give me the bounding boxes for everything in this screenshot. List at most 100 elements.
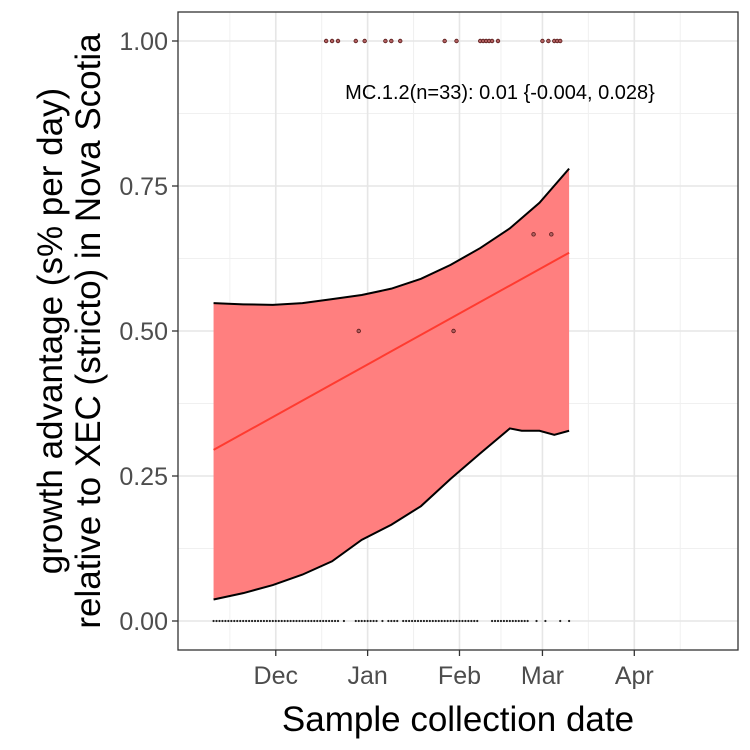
x-axis-title: Sample collection date [282, 700, 634, 739]
y-tick-label: 1.00 [119, 28, 168, 56]
zero-observation-point [511, 619, 514, 623]
zero-observation-point [467, 619, 470, 623]
y-tick-label: 0.00 [119, 608, 168, 636]
zero-observation-point [387, 619, 390, 623]
zero-observation-point [405, 619, 408, 623]
y-tick-label: 0.25 [119, 463, 168, 491]
zero-observation-point [416, 619, 420, 623]
zero-observation-point [250, 619, 254, 623]
zero-observation-point [253, 619, 257, 623]
zero-observation-point [215, 619, 218, 623]
zero-observation-point [360, 619, 363, 623]
zero-observation-point [446, 619, 449, 623]
zero-observation-point [298, 619, 301, 623]
observation-point [362, 38, 367, 44]
zero-observation-point [280, 619, 283, 623]
zero-observation-point [366, 619, 369, 623]
zero-observation-point [283, 619, 286, 623]
zero-observation-point [514, 619, 517, 623]
zero-observation-point [289, 619, 292, 623]
zero-observation-point [369, 619, 372, 623]
zero-observation-point [443, 619, 446, 623]
fit-line [213, 251, 570, 451]
zero-observation-point [517, 619, 520, 623]
y-tick-label: 0.75 [119, 173, 168, 201]
zero-observation-point [428, 619, 431, 623]
zero-observation-point [322, 619, 325, 623]
zero-observation-point [307, 619, 310, 623]
lower-ci-line [213, 427, 570, 601]
zero-observation-point [493, 619, 497, 623]
observation-point [489, 38, 495, 44]
zero-observation-point [410, 619, 414, 623]
zero-observation-point [434, 619, 437, 623]
zero-observation-point [212, 619, 215, 623]
observation-point [558, 38, 563, 44]
zero-observation-point [393, 619, 396, 623]
observation-point [353, 38, 358, 44]
x-axis: Dec Jan Feb Mar Apr [254, 650, 654, 690]
zero-observation-point [271, 619, 274, 623]
zero-observation-point [440, 619, 443, 623]
observation-point [389, 38, 394, 44]
observation-point [442, 38, 447, 44]
zero-observation-point [239, 619, 242, 623]
zero-observation-point [295, 619, 298, 623]
zero-observation-point [508, 619, 511, 623]
zero-observation-point [455, 619, 458, 623]
zero-observation-point [325, 619, 328, 623]
confidence-ribbon [213, 168, 570, 600]
model-estimate-annotation: MC.1.2(n=33): 0.01 {-0.004, 0.028} [345, 82, 655, 104]
zero-observation-point [526, 619, 529, 623]
zero-observation-point [402, 619, 405, 623]
zero-observation-point [535, 619, 538, 623]
zero-observation-point [464, 619, 467, 623]
observation-point [451, 328, 456, 334]
zero-observation-point [354, 619, 357, 623]
confidence-ribbon-layer [213, 168, 570, 600]
zero-observation-point [224, 619, 227, 623]
zero-observation-point [230, 619, 233, 623]
zero-observation-point [268, 619, 271, 623]
y-axis-title-line-1: growth advantage (s% per day) [31, 88, 70, 574]
zero-observation-point [419, 619, 423, 623]
zero-observation-point [292, 619, 295, 623]
zero-observation-point [473, 619, 476, 623]
zero-observation-point [342, 619, 346, 623]
zero-observation-point [452, 619, 455, 623]
y-axis-title-line-2: relative to XEC (stricto) in Nova Scotia [69, 33, 108, 629]
zero-observation-point [218, 619, 221, 623]
zero-observation-point [437, 619, 440, 623]
zero-observation-point [396, 619, 399, 623]
zero-observation-point [245, 619, 248, 623]
zero-observation-point [304, 619, 307, 623]
zero-observation-point [496, 619, 500, 623]
zero-observation-point [262, 619, 266, 623]
zero-observation-point [520, 619, 523, 623]
zero-observation-point [422, 619, 426, 623]
observation-point [531, 232, 536, 237]
zero-observation-point [333, 619, 337, 623]
zero-observation-point [544, 619, 547, 623]
observation-points-layer [212, 38, 571, 623]
observation-point [398, 38, 403, 44]
observation-point [454, 38, 459, 44]
zero-observation-point [363, 619, 366, 623]
y-axis: 0.00 0.25 0.50 0.75 1.00 [119, 28, 178, 636]
zero-observation-point [413, 619, 417, 623]
observation-point [546, 38, 551, 44]
x-tick-label: Apr [615, 662, 654, 690]
zero-observation-point [505, 619, 508, 623]
observation-point [356, 328, 361, 334]
zero-observation-point [227, 619, 230, 623]
observation-point [540, 38, 545, 44]
zero-observation-point [523, 619, 526, 623]
zero-observation-point [233, 619, 236, 623]
zero-observation-point [568, 619, 571, 623]
zero-observation-point [425, 619, 428, 623]
zero-observation-point [476, 619, 479, 623]
zero-observation-point [375, 619, 378, 623]
zero-observation-point [328, 619, 331, 623]
zero-observation-point [330, 619, 334, 623]
zero-observation-point [470, 619, 473, 623]
